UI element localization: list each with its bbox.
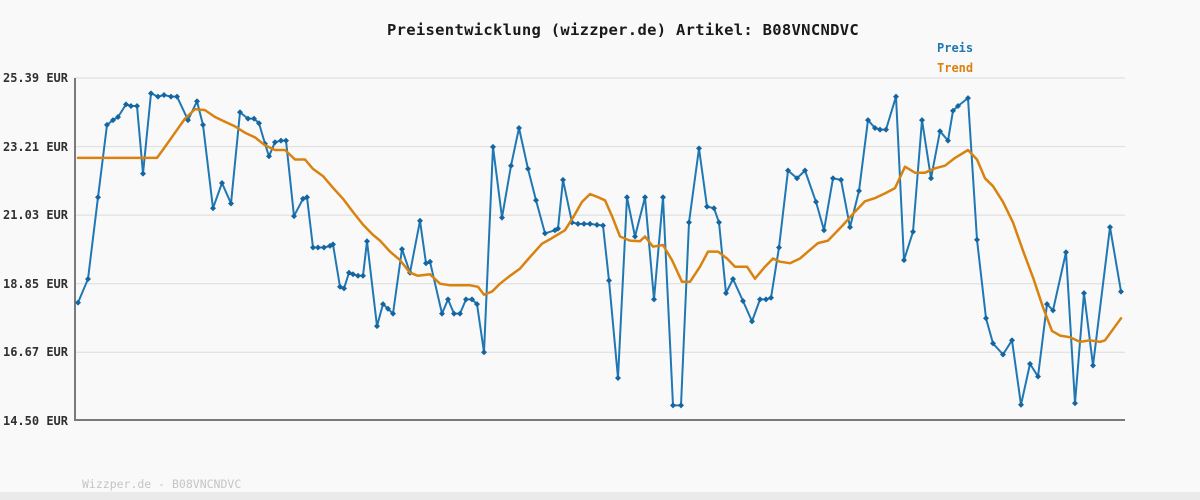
preis-line [77,92,1122,407]
trend-line [76,107,1123,344]
watermark-text: Wizzper.de - B08VNCNDVC [82,477,242,491]
y-tick-label: 18.85 EUR [2,277,68,291]
y-tick-label: 23.21 EUR [2,140,68,154]
y-tick-label: 21.03 EUR [2,208,68,222]
legend: Preis Trend [937,38,973,78]
bottom-strip [0,492,1200,500]
legend-item-preis: Preis [937,41,974,55]
legend-item-trend: Trend [937,61,974,75]
y-tick-label: 25.39 EUR [2,71,68,85]
chart-title: Preisentwicklung (wizzper.de) Artikel: B… [387,21,859,39]
axis-spines [74,78,1125,421]
y-tick-label: 16.67 EUR [2,345,68,359]
preis-markers [75,90,1124,409]
y-tick-label: 14.50 EUR [2,414,68,428]
